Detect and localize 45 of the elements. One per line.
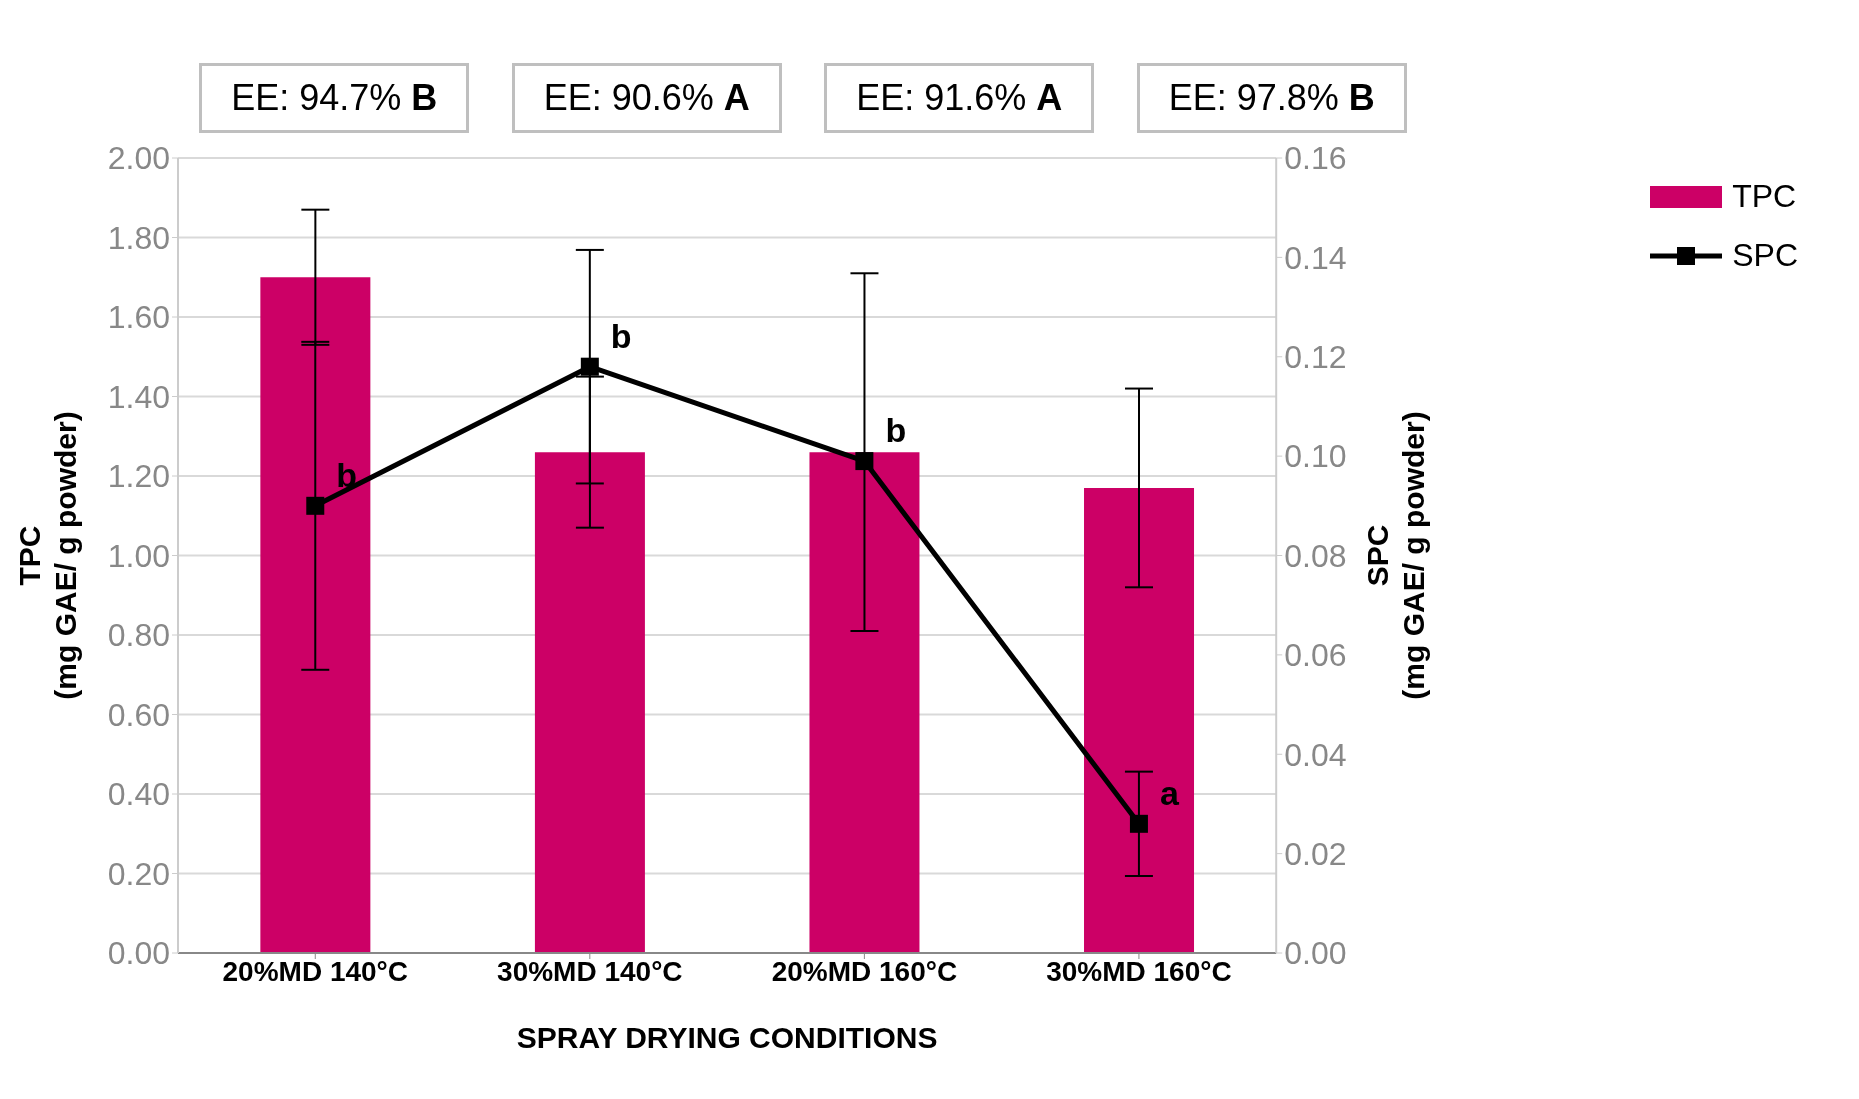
bar bbox=[260, 277, 371, 953]
bar bbox=[534, 452, 645, 953]
x-tick-label: 30%MD 140°C bbox=[497, 955, 683, 987]
legend-label: TPC bbox=[1732, 178, 1797, 215]
bar bbox=[1084, 487, 1195, 953]
text: EE: 94.7% B bbox=[231, 77, 438, 119]
y-tick-label: 0.00 bbox=[107, 935, 170, 972]
y-tick-label: 0.20 bbox=[107, 855, 170, 892]
bar bbox=[809, 452, 920, 953]
y-tick-label: 1.80 bbox=[107, 219, 170, 256]
annotation: b bbox=[610, 316, 632, 355]
point bbox=[306, 496, 325, 515]
y-tick-label: 1.00 bbox=[107, 537, 170, 574]
text: EE: 90.6% A bbox=[543, 77, 750, 119]
annotation: b bbox=[885, 411, 907, 450]
text: EE: 97.8% B bbox=[1168, 77, 1375, 119]
y-tick-label: 1.40 bbox=[107, 378, 170, 415]
x-tick-label: 20%MD 140°C bbox=[222, 955, 409, 987]
annotation: a bbox=[1159, 773, 1180, 812]
x-tick-label: 30%MD 160°C bbox=[1046, 955, 1232, 987]
y2-axis-title: SPC (mg GAE/ g powder) bbox=[1361, 411, 1431, 700]
y2-tick-label: 0.10 bbox=[1284, 438, 1347, 475]
x-tick-label: 20%MD 160°C bbox=[771, 955, 958, 987]
y2-tick-label: 0.12 bbox=[1284, 339, 1347, 376]
y-tick-label: 0.40 bbox=[107, 776, 170, 813]
y-tick-label: 0.60 bbox=[107, 696, 170, 733]
legend-label: SPC bbox=[1732, 237, 1798, 274]
y-tick-label: 1.20 bbox=[107, 458, 170, 495]
y-tick-label: 1.60 bbox=[107, 299, 170, 336]
y2-tick-label: 0.02 bbox=[1284, 835, 1347, 872]
y-axis-title: TPC (mg GAE/ g powder) bbox=[13, 411, 82, 700]
annotation: b bbox=[336, 455, 358, 494]
y-tick-label: 0.80 bbox=[107, 617, 170, 654]
text: EE: 91.6% A bbox=[856, 77, 1063, 119]
x-axis-title: SPRAY DRYING CONDITIONS bbox=[516, 1021, 938, 1054]
y2-tick-label: 0.14 bbox=[1284, 239, 1347, 276]
y2-tick-label: 0.08 bbox=[1284, 537, 1347, 574]
y-tick-label: 2.00 bbox=[107, 140, 170, 177]
y2-tick-label: 0.16 bbox=[1284, 140, 1347, 177]
y2-tick-label: 0.04 bbox=[1284, 736, 1347, 773]
point bbox=[855, 452, 874, 471]
y2-tick-label: 0.06 bbox=[1284, 637, 1347, 674]
point bbox=[1129, 814, 1148, 833]
point bbox=[580, 357, 599, 376]
y2-tick-label: 0.00 bbox=[1284, 935, 1347, 972]
